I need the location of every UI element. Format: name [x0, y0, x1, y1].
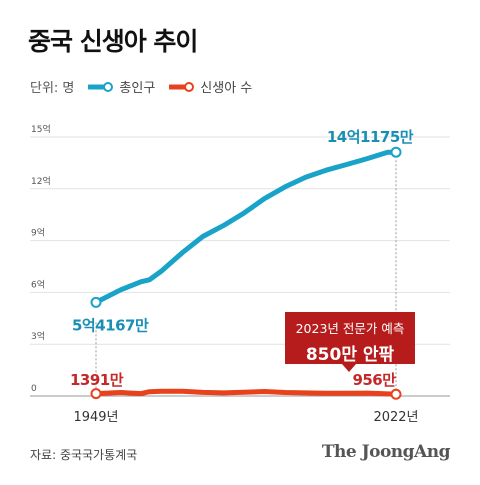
unit-label: 단위: 명 [30, 81, 75, 96]
legend-line-total-icon [88, 81, 114, 92]
legend-line-births-icon [169, 81, 195, 92]
series-endpoint [390, 146, 402, 158]
y-tick-label: 3억 [31, 330, 45, 342]
y-tick-label: 6억 [31, 278, 45, 290]
legend-label-births: 신생아 수 [200, 81, 253, 96]
series-endpoint [390, 388, 402, 400]
legend-item-births: 신생아 수 [169, 77, 252, 96]
series-line-births [93, 388, 399, 397]
x-tick-label: 2022년 [373, 410, 418, 425]
series-endpoint [90, 296, 102, 308]
forecast-callout-tail [342, 364, 356, 372]
chart-title: 중국 신생아 추이 [28, 27, 198, 56]
publisher-logo: The JoongAng [321, 442, 451, 462]
series-start-label: 5억4167만 [72, 316, 149, 334]
y-tick-label: 9억 [31, 227, 45, 239]
series-end-label: 956만 [352, 371, 396, 389]
series-line-total [93, 149, 399, 305]
y-tick-label: 12억 [31, 175, 51, 187]
legend: 단위: 명 총인구 신생아 수 [30, 77, 266, 96]
series-end-label: 14억1175만 [327, 128, 414, 146]
y-tick-label: 15억 [31, 123, 51, 135]
forecast-callout-line1: 2023년 전문가 예측 [295, 321, 405, 336]
y-axis-ticks: 0 3억 6억 9억 12억 15억 [31, 123, 51, 394]
x-axis-ticks: 1949년 2022년 [73, 410, 418, 425]
legend-item-total: 총인구 [88, 77, 155, 96]
forecast-callout-line2: 850만 안팎 [305, 345, 395, 365]
legend-label-total: 총인구 [119, 81, 156, 96]
source-note: 자료: 중국국가통계국 [30, 448, 138, 462]
series-endpoint [90, 388, 102, 400]
end-points [90, 146, 402, 400]
y-tick-label: 0 [31, 384, 37, 394]
series-start-label: 1391만 [70, 371, 124, 389]
data-labels: 5억4167만 14억1175만 1391만 956만 [70, 128, 414, 389]
forecast-callout: 2023년 전문가 예측 850만 안팎 [285, 312, 415, 365]
x-tick-label: 1949년 [73, 410, 118, 425]
